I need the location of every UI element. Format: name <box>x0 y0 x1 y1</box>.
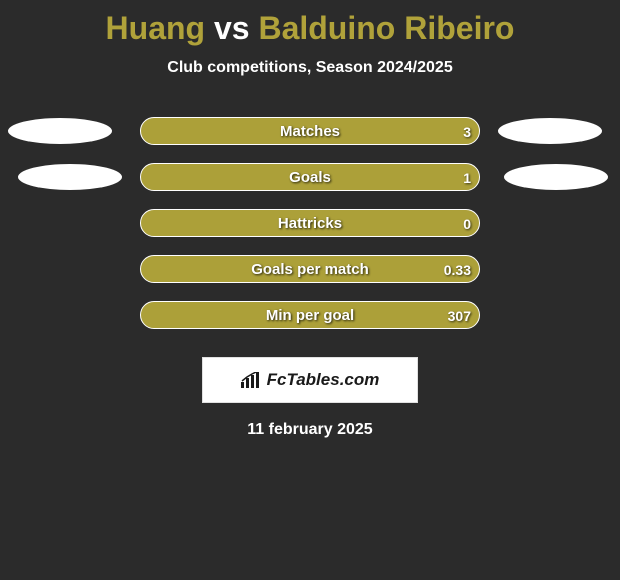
stat-label: Goals <box>141 164 479 192</box>
stat-label: Min per goal <box>141 302 479 330</box>
title-vs: vs <box>205 10 258 46</box>
title-player1: Huang <box>106 10 206 46</box>
comparison-card: Huang vs Balduino Ribeiro Club competiti… <box>0 0 620 580</box>
stat-bar: Goals 1 <box>140 163 480 191</box>
stat-label: Matches <box>141 118 479 146</box>
chart-icon <box>241 372 261 388</box>
stat-bar: Goals per match 0.33 <box>140 255 480 283</box>
stat-right-value: 1 <box>463 164 471 192</box>
stats-list: Matches 3 Goals 1 Hattricks 0 <box>0 107 620 337</box>
stat-bar: Matches 3 <box>140 117 480 145</box>
stat-bar: Min per goal 307 <box>140 301 480 329</box>
stat-row: Matches 3 <box>0 107 620 153</box>
stat-label: Goals per match <box>141 256 479 284</box>
subtitle: Club competitions, Season 2024/2025 <box>0 59 620 77</box>
stat-row: Goals per match 0.33 <box>0 245 620 291</box>
avatar-placeholder-left <box>8 118 112 144</box>
stat-label: Hattricks <box>141 210 479 238</box>
page-title: Huang vs Balduino Ribeiro <box>0 0 620 47</box>
title-player2: Balduino Ribeiro <box>258 10 514 46</box>
source-badge-text: FcTables.com <box>267 370 380 390</box>
stat-row: Min per goal 307 <box>0 291 620 337</box>
stat-bar: Hattricks 0 <box>140 209 480 237</box>
stat-row: Hattricks 0 <box>0 199 620 245</box>
avatar-placeholder-left <box>18 164 122 190</box>
stat-right-value: 3 <box>463 118 471 146</box>
avatar-placeholder-right <box>498 118 602 144</box>
stat-right-value: 307 <box>448 302 471 330</box>
stat-right-value: 0 <box>463 210 471 238</box>
stat-row: Goals 1 <box>0 153 620 199</box>
date-label: 11 february 2025 <box>0 421 620 439</box>
avatar-placeholder-right <box>504 164 608 190</box>
stat-right-value: 0.33 <box>444 256 471 284</box>
source-badge[interactable]: FcTables.com <box>202 357 418 403</box>
